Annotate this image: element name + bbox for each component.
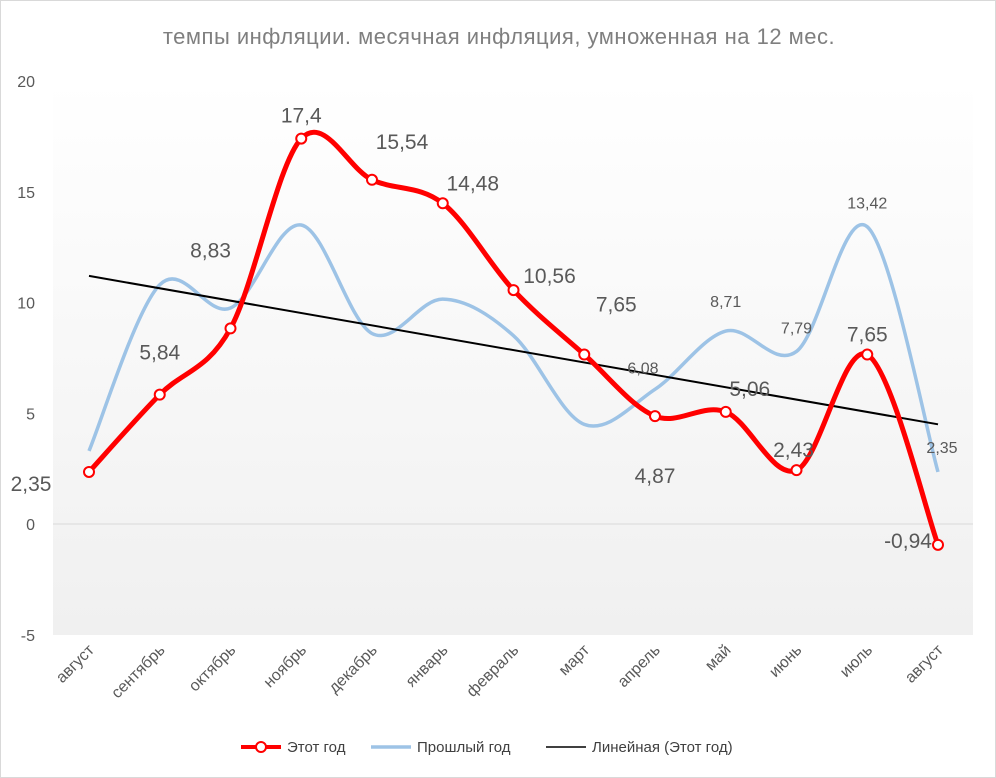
legend-label: Прошлый год xyxy=(417,739,511,756)
y-tick-label: 5 xyxy=(26,406,35,423)
y-tick-label: 15 xyxy=(17,185,35,202)
data-point-this-year xyxy=(83,465,95,478)
data-point-this-year xyxy=(719,405,732,418)
x-tick-label: июнь xyxy=(766,642,805,681)
y-tick-label: 20 xyxy=(17,74,35,91)
data-label-this-year: 2,43 xyxy=(773,439,814,462)
data-label-last-year: 13,42 xyxy=(847,196,887,213)
x-tick-label: сентябрь xyxy=(108,642,168,702)
x-tick-label: ноябрь xyxy=(261,642,310,691)
legend-label: Линейная (Этот год) xyxy=(592,739,733,756)
x-tick-label: август xyxy=(53,641,98,686)
data-label-this-year: 7,65 xyxy=(847,324,888,347)
x-tick-label: апрель xyxy=(615,642,664,691)
x-tick-label: октябрь xyxy=(186,642,239,695)
data-label-this-year: 5,84 xyxy=(139,342,180,365)
data-point-this-year xyxy=(649,410,661,423)
data-label-this-year: 14,48 xyxy=(446,172,499,195)
data-point-this-year xyxy=(507,284,520,297)
data-label-last-year: 8,71 xyxy=(710,294,741,311)
data-point-this-year xyxy=(436,197,449,210)
data-label-this-year: 5,06 xyxy=(729,378,770,401)
y-tick-label: -5 xyxy=(21,628,35,645)
legend-marker xyxy=(255,741,267,753)
data-label-last-year: 7,79 xyxy=(781,320,812,337)
legend-label: Этот год xyxy=(287,739,346,756)
data-label-this-year: 4,87 xyxy=(635,465,676,488)
trendline-this-year xyxy=(88,274,939,426)
data-point-this-year xyxy=(224,322,237,335)
data-label-this-year: 7,65 xyxy=(596,294,637,317)
data-label-this-year: 2,35 xyxy=(11,473,52,496)
x-tick-label: август xyxy=(902,641,947,686)
data-point-this-year xyxy=(861,348,874,361)
y-tick-label: 10 xyxy=(17,296,35,313)
data-point-this-year xyxy=(790,464,803,477)
data-point-this-year xyxy=(153,388,166,401)
data-point-this-year xyxy=(295,132,308,145)
x-tick-label: февраль xyxy=(464,642,523,701)
data-point-this-year xyxy=(932,538,944,551)
data-label-this-year: -0,94 xyxy=(884,530,932,553)
data-label-this-year: 8,83 xyxy=(190,239,231,262)
data-point-this-year xyxy=(578,348,591,361)
data-label-last-year: 6,08 xyxy=(627,360,658,377)
x-tick-label: март xyxy=(556,641,594,679)
y-tick-label: 0 xyxy=(26,517,35,534)
x-tick-label: декабрь xyxy=(326,642,381,697)
x-tick-label: май xyxy=(702,642,734,674)
data-label-this-year: 10,56 xyxy=(523,265,576,288)
data-label-this-year: 17,4 xyxy=(281,105,322,128)
x-tick-label: январь xyxy=(403,642,452,691)
plot-area xyxy=(53,81,973,635)
series-line-last-year xyxy=(87,222,940,473)
chart-title: темпы инфляции. месячная инфляция, умнож… xyxy=(163,24,835,49)
data-label-last-year: 2,35 xyxy=(926,440,957,457)
x-tick-label: июль xyxy=(837,642,876,681)
data-point-this-year xyxy=(366,173,378,186)
data-label-this-year: 15,54 xyxy=(376,131,429,154)
